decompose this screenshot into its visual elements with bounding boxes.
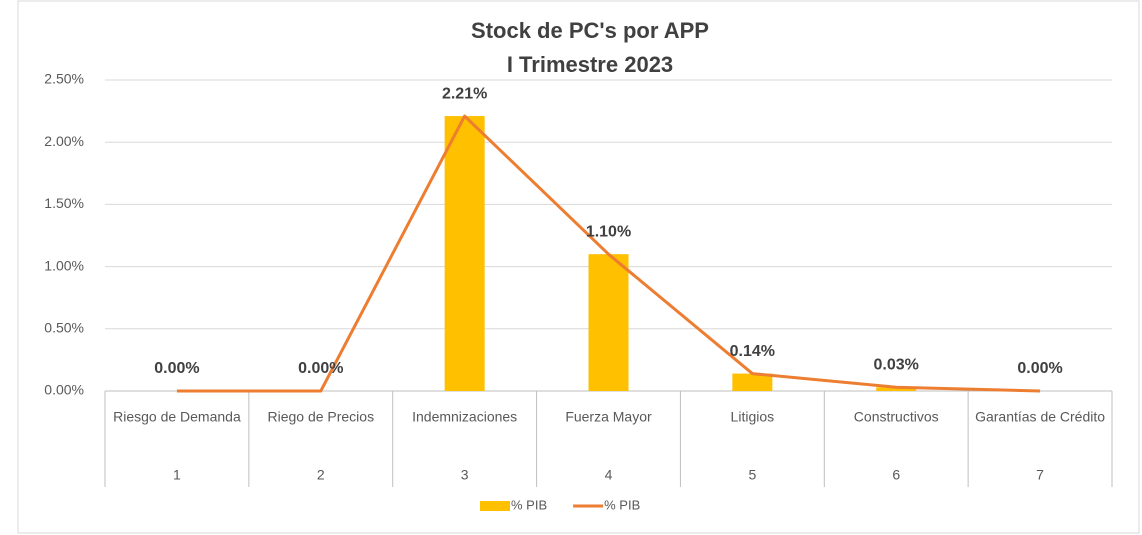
bar — [876, 387, 917, 391]
bar — [444, 116, 485, 392]
x-tick-label: Garantías de Crédito — [975, 409, 1105, 425]
x-group-label: 3 — [461, 467, 469, 483]
x-tick-label: Riego de Precios — [267, 409, 374, 425]
x-group-label: 6 — [892, 467, 900, 483]
data-label: 0.00% — [1017, 360, 1062, 377]
x-group-label: 2 — [317, 467, 325, 483]
legend-label: % PIB — [511, 497, 547, 512]
y-tick-label: 0.00% — [44, 382, 84, 398]
data-label: 0.03% — [874, 356, 919, 373]
x-tick-label: Indemnizaciones — [412, 409, 517, 425]
y-tick-label: 1.00% — [44, 257, 84, 273]
line — [176, 114, 1041, 393]
y-tick-label: 1.50% — [44, 195, 84, 211]
data-label: 0.14% — [730, 343, 775, 360]
x-tick-label: Riesgo de Demanda — [113, 409, 241, 425]
x-group-label: 5 — [748, 467, 756, 483]
y-tick-label: 2.50% — [44, 71, 84, 87]
x-tick-label: Fuerza Mayor — [565, 409, 652, 425]
bar — [588, 254, 629, 391]
x-group-label: 7 — [1036, 467, 1044, 483]
data-label: 0.00% — [298, 360, 343, 377]
data-label: 1.10% — [586, 223, 631, 240]
y-tick-label: 0.50% — [44, 320, 84, 336]
chart-title: Stock de PC's por APP — [471, 18, 709, 43]
x-tick-label: Litigios — [731, 409, 775, 425]
chart-title: I Trimestre 2023 — [507, 52, 673, 77]
legend-label: % PIB — [604, 497, 640, 512]
data-label: 0.00% — [154, 360, 199, 377]
x-group-label: 1 — [173, 467, 181, 483]
bar — [732, 373, 773, 391]
data-label: 2.21% — [442, 85, 487, 102]
x-tick-label: Constructivos — [854, 409, 939, 425]
y-tick-label: 2.00% — [44, 133, 84, 149]
legend-swatch — [480, 501, 510, 511]
x-group-label: 4 — [605, 467, 613, 483]
